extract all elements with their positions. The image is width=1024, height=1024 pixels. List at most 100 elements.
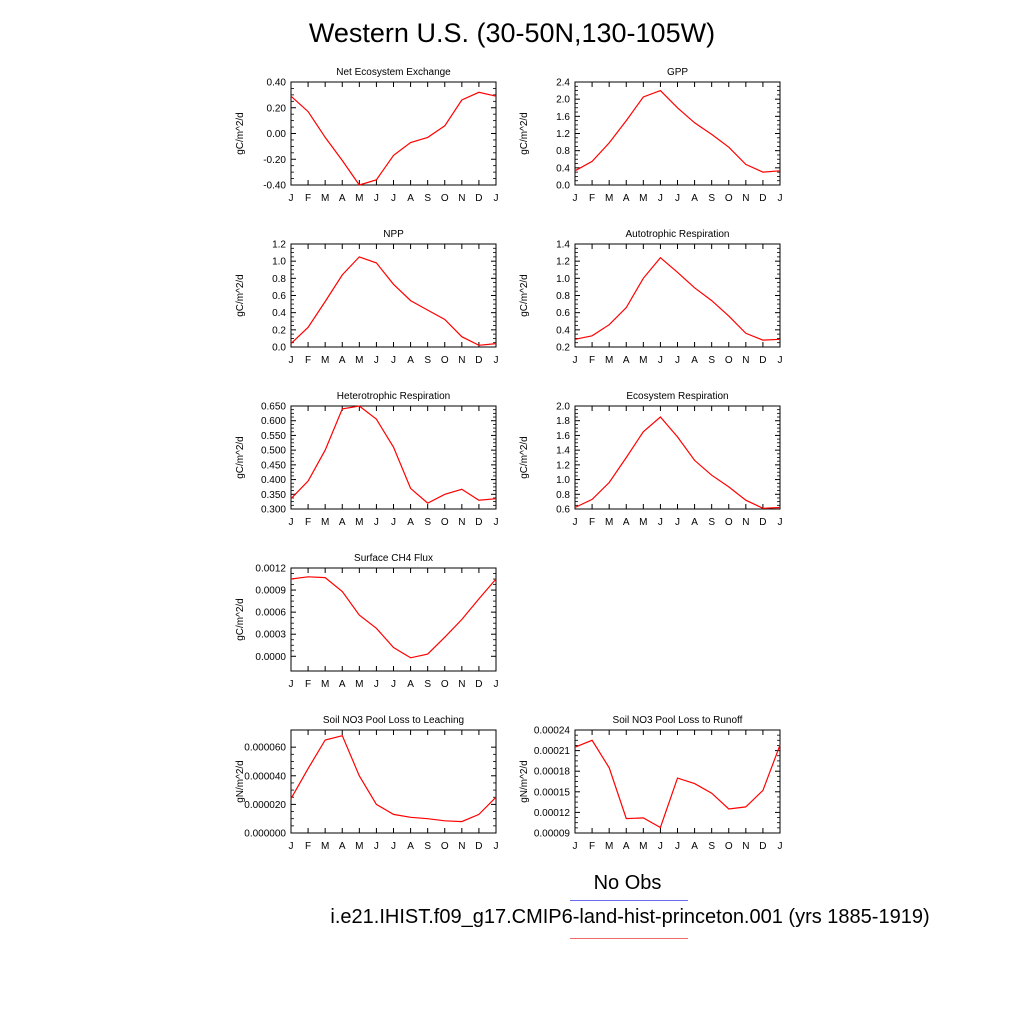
legend-case-label: i.e21.IHIST.f09_g17.CMIP6-land-hist-prin… [330, 906, 930, 928]
page-title: Western U.S. (30-50N,130-105W) [308, 18, 716, 48]
x-tick-label: A [339, 841, 346, 852]
y-tick-label: 0.2 [272, 325, 286, 336]
x-tick-label: O [725, 355, 733, 366]
y-tick-label: 2.0 [556, 402, 570, 413]
x-tick-label: J [675, 193, 680, 204]
y-tick-label: 0.6 [556, 505, 570, 516]
x-tick-label: J [658, 517, 663, 528]
series-line [290, 734, 497, 823]
y-tick-label: -0.20 [263, 155, 286, 166]
y-tick-label: 0.0012 [255, 564, 286, 575]
plot-frame [574, 729, 781, 834]
y-tick-label: 0.0000 [255, 652, 286, 663]
x-tick-label: A [691, 517, 698, 528]
x-tick-label: D [475, 841, 482, 852]
x-tick-label: O [725, 841, 733, 852]
y-tick-label: 0.8 [556, 291, 570, 302]
x-tick-label: J [289, 517, 294, 528]
chart-title: Autotrophic Respiration [626, 229, 730, 240]
x-tick-label: J [391, 193, 396, 204]
x-tick-label: M [639, 841, 647, 852]
x-tick-label: A [339, 517, 346, 528]
y-tick-label: 0.8 [556, 490, 570, 501]
y-axis-label: gC/m^2/d [235, 274, 246, 317]
x-tick-label: A [691, 355, 698, 366]
y-tick-label: 0.400 [261, 475, 286, 486]
chart-panel-7: Soil NO3 Pool Loss to LeachinggN/m^2/d0.… [235, 715, 499, 852]
y-axis-label: gC/m^2/d [235, 436, 246, 479]
y-tick-label: 0.0003 [255, 630, 286, 641]
x-tick-label: N [742, 841, 749, 852]
x-tick-label: S [424, 517, 431, 528]
x-tick-label: J [391, 355, 396, 366]
series-line [290, 576, 497, 659]
y-axis-label: gC/m^2/d [519, 436, 530, 479]
y-tick-label: 0.00021 [534, 746, 571, 757]
x-tick-label: J [391, 517, 396, 528]
y-tick-label: 0.00015 [534, 787, 571, 798]
x-tick-label: O [441, 193, 449, 204]
x-tick-label: N [742, 517, 749, 528]
x-tick-label: A [623, 841, 630, 852]
y-tick-label: 1.0 [556, 274, 570, 285]
y-tick-label: 2.4 [556, 78, 570, 89]
x-tick-label: S [424, 355, 431, 366]
x-tick-label: J [675, 517, 680, 528]
y-tick-label: 0.00012 [534, 808, 571, 819]
y-tick-label: 1.4 [556, 240, 570, 251]
x-tick-label: N [742, 355, 749, 366]
x-tick-label: J [573, 841, 578, 852]
y-axis-label: gC/m^2/d [519, 274, 530, 317]
x-tick-label: J [658, 355, 663, 366]
x-tick-label: J [494, 679, 499, 690]
y-tick-label: 0.4 [556, 163, 570, 174]
series-line [290, 91, 497, 186]
x-tick-label: N [458, 841, 465, 852]
x-tick-label: J [289, 355, 294, 366]
x-tick-label: D [759, 841, 766, 852]
x-tick-label: F [305, 517, 311, 528]
x-tick-label: M [321, 841, 329, 852]
legend-obs-line [570, 900, 688, 901]
x-tick-label: M [639, 517, 647, 528]
x-tick-label: J [778, 193, 783, 204]
x-tick-label: M [355, 355, 363, 366]
y-tick-label: 1.2 [556, 460, 570, 471]
x-tick-label: M [321, 193, 329, 204]
y-tick-label: 0.4 [556, 325, 570, 336]
x-tick-label: S [424, 679, 431, 690]
x-tick-label: F [589, 841, 595, 852]
chart-panel-4: Heterotrophic Respiration gC/m^2/d 0.300 0.… [235, 391, 499, 528]
x-tick-label: J [573, 193, 578, 204]
x-tick-label: J [658, 193, 663, 204]
x-tick-label: S [424, 193, 431, 204]
x-tick-label: J [778, 517, 783, 528]
series-line [574, 256, 781, 341]
x-tick-label: S [708, 517, 715, 528]
x-tick-label: J [289, 679, 294, 690]
series-line [290, 405, 497, 504]
y-axis-label: gC/m^2/d [235, 598, 246, 641]
x-tick-label: A [339, 193, 346, 204]
x-tick-label: J [573, 355, 578, 366]
y-tick-label: 0.20 [267, 103, 287, 114]
x-tick-label: A [407, 193, 414, 204]
chart-title: Ecosystem Respiration [626, 391, 728, 402]
chart-title: Net Ecosystem Exchange [336, 67, 451, 78]
x-tick-label: J [374, 355, 379, 366]
chart-panel-5: Ecosystem Respiration gC/m^2/d 0.6 0.8 1.0 1.… [519, 391, 783, 528]
y-tick-label: 0.450 [261, 460, 286, 471]
x-tick-label: A [691, 841, 698, 852]
x-tick-label: J [658, 841, 663, 852]
chart-panel-3: Autotrophic Respiration gC/m^2/d 0.2 0.4 0.6… [519, 229, 783, 366]
x-tick-label: M [355, 193, 363, 204]
x-tick-label: J [494, 517, 499, 528]
x-tick-label: F [589, 355, 595, 366]
y-tick-label: 0.2 [556, 343, 570, 354]
x-tick-label: D [759, 193, 766, 204]
legend-case-line [570, 938, 688, 939]
x-tick-label: M [639, 193, 647, 204]
x-tick-label: N [742, 193, 749, 204]
x-tick-label: D [475, 193, 482, 204]
